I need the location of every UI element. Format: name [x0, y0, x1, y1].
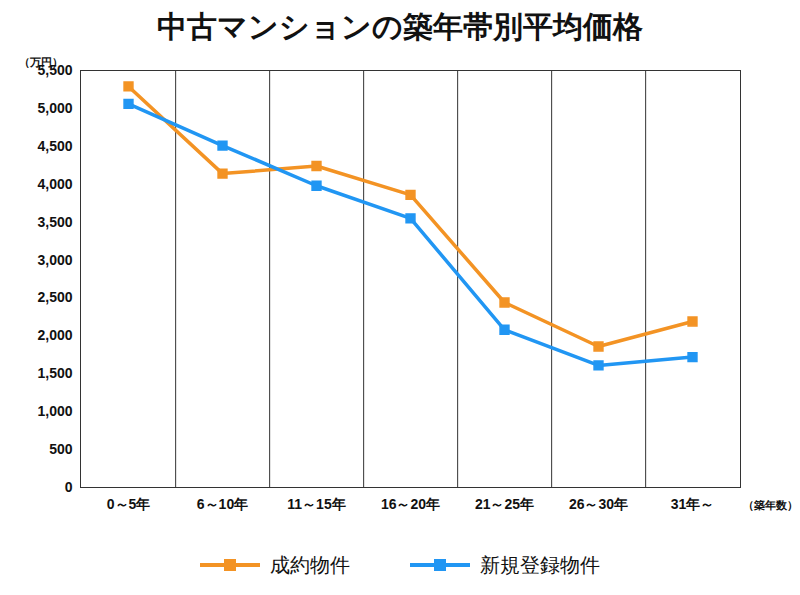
svg-text:1,000: 1,000	[37, 403, 72, 419]
svg-text:3,000: 3,000	[37, 252, 72, 268]
html-text:中古マンションの築年帯別平均価格: 中古マンションの築年帯別平均価格	[157, 10, 643, 43]
svg-text:5,000: 5,000	[37, 100, 72, 116]
svg-text:3,500: 3,500	[37, 214, 72, 230]
svg-text:5,500: 5,500	[37, 62, 73, 78]
svg-text:2,500: 2,500	[37, 289, 72, 305]
svg-text:4,000: 4,000	[37, 176, 72, 192]
svg-text:（築年数）: （築年数）	[743, 499, 798, 512]
svg-text:0: 0	[65, 479, 73, 495]
svg-text:6～10年: 6～10年	[197, 496, 248, 512]
svg-text:11～15年: 11～15年	[287, 496, 345, 512]
svg-text:1,500: 1,500	[37, 365, 72, 381]
svg-text:4,500: 4,500	[37, 138, 72, 154]
svg-text:500: 500	[49, 441, 73, 457]
html-text:成約物件: 成約物件	[270, 553, 350, 576]
svg-text:（万円）: （万円）	[19, 56, 63, 69]
svg-text:26～30年: 26～30年	[569, 496, 628, 512]
svg-text:21～25年: 21～25年	[475, 496, 534, 512]
html-text:新規登録物件: 新規登録物件	[480, 553, 600, 576]
svg-text:31年～: 31年～	[671, 496, 715, 512]
svg-text:16～20年: 16～20年	[381, 496, 440, 512]
svg-text:0～5年: 0～5年	[107, 496, 151, 512]
svg-text:2,000: 2,000	[37, 327, 72, 343]
